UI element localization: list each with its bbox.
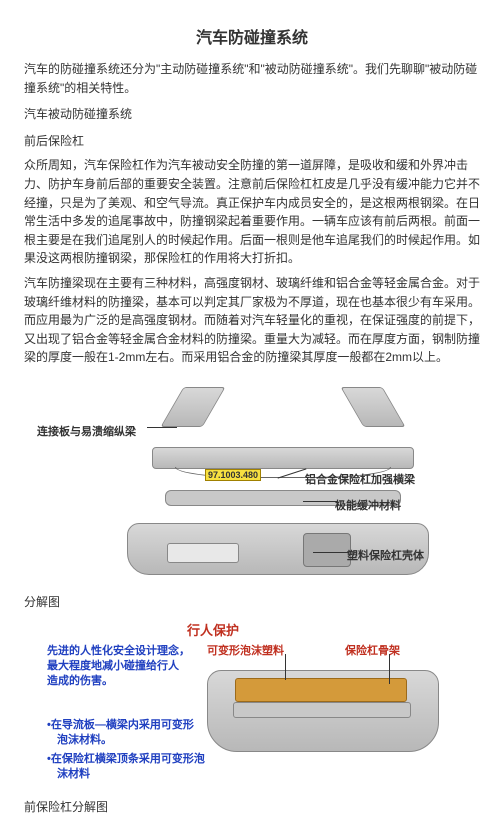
label-connector-rail: 连接板与易溃缩纵梁 [37,423,136,439]
caption-exploded: 分解图 [24,593,480,612]
label-aluminum-beam: 铝合金保险杠加强横梁 [305,471,415,487]
page-title: 汽车防碰撞系统 [24,24,480,48]
label-energy-foam: 极能缓冲材料 [335,497,401,513]
section-passive-title: 汽车被动防碰撞系统 [24,105,480,124]
paragraph-1: 众所周知，汽车保险杠作为汽车被动安全防撞的第一道屏障，是吸收和缓和外界冲击力、防… [24,156,480,268]
fig2-blue-line6: •在保险杠横梁顶条采用可变形泡 [47,750,205,766]
part-number-tag: 97.1003.480 [205,469,261,481]
fig2-blue-line1: 先进的人性化安全设计理念， [47,642,190,658]
figure-pedestrian-protection: 行人保护 先进的人性化安全设计理念， 最大程度地减小碰撞给行人 造成的伤害。 可… [37,620,467,790]
figure-exploded-view: 97.1003.480 连接板与易溃缩纵梁 铝合金保险杠加强横梁 极能缓冲材料 … [37,375,467,585]
fig2-blue-line2: 最大程度地减小碰撞给行人 [47,657,179,673]
fig2-red-frame: 保险杠骨架 [345,642,400,658]
fig2-blue-line3: 造成的伤害。 [47,672,113,688]
intro-paragraph: 汽车的防碰撞系统还分为"主动防碰撞系统"和"被动防碰撞系统"。我们先聊聊"被动防… [24,60,480,97]
label-plastic-shell: 塑料保险杠壳体 [347,547,424,563]
fig2-blue-line5: 泡沫材料。 [57,731,112,747]
caption-front-bumper: 前保险杠分解图 [24,798,480,817]
paragraph-2: 汽车防撞梁现在主要有三种材料，高强度钢材、玻璃纤维和铝合金等轻金属合金。对于玻璃… [24,274,480,367]
figure2-title: 行人保护 [187,620,239,639]
fig2-blue-line7: 沫材料 [57,765,90,781]
fig2-red-foam: 可变形泡沫塑料 [207,642,284,658]
fig2-blue-line4: •在导流板—横梁内采用可变形 [47,716,194,732]
section-bumper-subtitle: 前后保险杠 [24,132,480,151]
